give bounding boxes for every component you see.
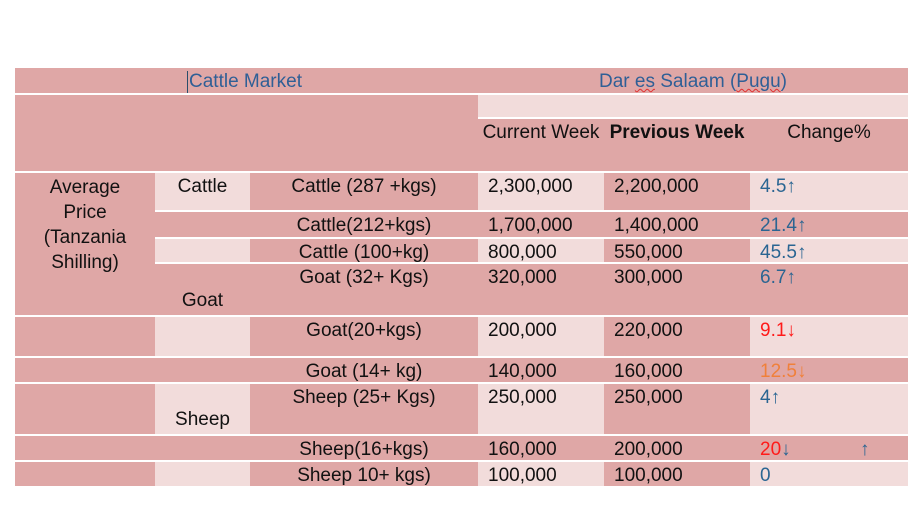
group-blank: [155, 317, 250, 357]
item-name: Goat(20+kgs): [250, 317, 478, 357]
group-blank: [155, 462, 250, 487]
arrow-up-icon: ↑: [796, 242, 807, 263]
previous-price: 100,000: [604, 462, 750, 487]
arrow-up-icon: ↑: [786, 176, 796, 197]
item-name: Goat (32+ Kgs): [250, 264, 478, 316]
change-value: 4.5: [760, 176, 787, 197]
side-blank: [15, 358, 155, 383]
arrow-up-icon: ↑: [786, 267, 796, 288]
header-blank: [15, 95, 478, 172]
change-percent: 12.5↓: [750, 358, 908, 383]
change-percent: 0: [750, 462, 908, 487]
average-price-label: Average Price (Tanzania Shilling): [15, 173, 155, 316]
change-value: 20: [760, 439, 782, 460]
previous-price: 250,000: [604, 384, 750, 435]
change-value: 21.4: [760, 215, 797, 236]
loc-4: Pugu: [736, 71, 781, 92]
item-name: Sheep 10+ kgs): [250, 462, 478, 487]
arrow-down-icon: ↓: [796, 361, 807, 382]
loc-1: Dar: [599, 71, 635, 92]
title-wrap: Cattle Market: [187, 70, 302, 93]
location-title: Dar es Salaam (Pugu): [478, 68, 908, 94]
current-price: 1,700,000: [478, 212, 604, 238]
change-value: 0: [760, 465, 771, 486]
column-previous-week: Previous Week: [604, 119, 750, 172]
previous-price: 220,000: [604, 317, 750, 357]
group-blank: [155, 239, 250, 263]
item-name: Cattle(212+kgs): [250, 212, 478, 238]
group-blank: [155, 436, 250, 461]
text-cursor: [187, 70, 188, 93]
previous-price: 2,200,000: [604, 173, 750, 211]
item-name: Goat (14+ kg): [250, 358, 478, 383]
item-name: Sheep (25+ Kgs): [250, 384, 478, 435]
previous-price: 200,000: [604, 436, 750, 461]
change-percent: 4↑: [750, 384, 908, 435]
change-percent: 21.4↑: [750, 212, 908, 238]
column-change: Change%: [750, 119, 908, 172]
previous-price: 1,400,000: [604, 212, 750, 238]
change-value: 6.7: [760, 267, 787, 288]
change-value: 4: [760, 387, 771, 408]
group-sheep: Sheep: [155, 384, 250, 435]
group-blank: [155, 212, 250, 238]
change-percent: 4.5↑: [750, 173, 908, 211]
previous-price: 300,000: [604, 264, 750, 316]
change-percent: 6.7↑: [750, 264, 908, 316]
side-blank: [15, 462, 155, 487]
current-price: 800,000: [478, 239, 604, 263]
side-blank: [15, 384, 155, 435]
item-name: Sheep(16+kgs): [250, 436, 478, 461]
change-value: 12.5: [760, 361, 797, 382]
cattle-market-title: Cattle Market: [15, 68, 478, 94]
arrow-up-icon: ↑: [770, 387, 781, 408]
loc-2: es: [634, 71, 655, 92]
arrow-down-icon: ↓: [786, 320, 796, 341]
column-current-week: Current Week: [478, 119, 604, 172]
previous-price: 550,000: [604, 239, 750, 263]
current-price: 100,000: [478, 462, 604, 487]
group-blank: [155, 358, 250, 383]
current-price: 2,300,000: [478, 173, 604, 211]
side-blank: [15, 317, 155, 357]
current-price: 140,000: [478, 358, 604, 383]
arrow-down-icon: ↓: [781, 439, 791, 460]
current-price: 160,000: [478, 436, 604, 461]
change-percent: 45.5↑: [750, 239, 908, 263]
change-percent: 9.1↓: [750, 317, 908, 357]
side-blank: [15, 436, 155, 461]
arrow-up-icon: ↑: [860, 439, 870, 460]
change-value: 9.1: [760, 320, 787, 341]
loc-3: Salaam (: [654, 71, 737, 92]
current-price: 320,000: [478, 264, 604, 316]
group-cattle: Cattle: [155, 173, 250, 211]
loc-5: ): [780, 71, 787, 92]
item-name: Cattle (287 +kgs): [250, 173, 478, 211]
header-blank-light: [478, 95, 908, 118]
group-goat: Goat: [155, 264, 250, 316]
arrow-up-icon: ↑: [796, 215, 807, 236]
change-value: 45.5: [760, 242, 797, 263]
item-name: Cattle (100+kg): [250, 239, 478, 263]
change-percent: 20↓ ↑: [750, 436, 908, 461]
current-price: 250,000: [478, 384, 604, 435]
current-price: 200,000: [478, 317, 604, 357]
previous-price: 160,000: [604, 358, 750, 383]
title-text: Cattle Market: [189, 71, 302, 92]
